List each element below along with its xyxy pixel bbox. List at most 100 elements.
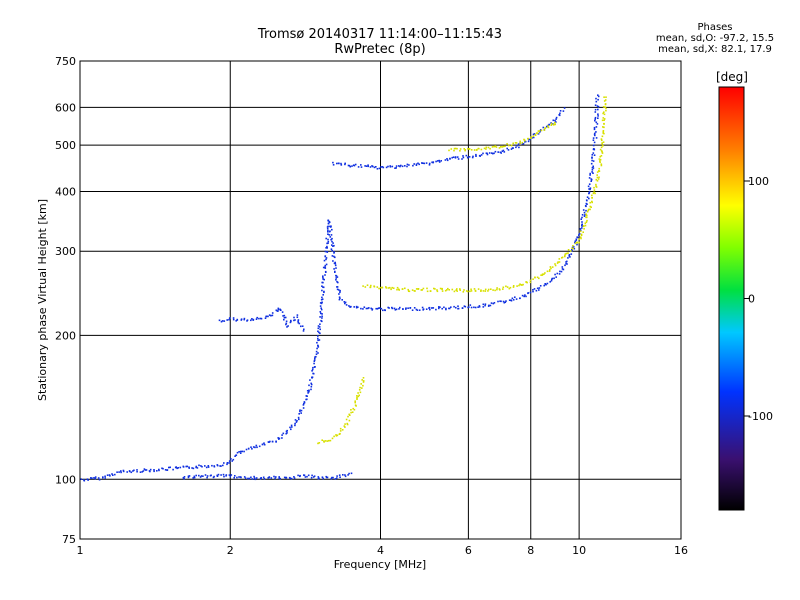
data-point — [603, 119, 605, 121]
data-point — [402, 308, 404, 310]
data-point — [98, 478, 101, 481]
data-point — [362, 377, 365, 379]
data-point — [321, 296, 323, 299]
data-point — [220, 465, 222, 467]
data-point — [354, 400, 356, 402]
data-point — [519, 140, 521, 143]
plot-frame — [79, 60, 682, 540]
data-point — [597, 178, 600, 180]
data-point — [478, 306, 481, 308]
data-point — [311, 376, 313, 379]
data-point — [584, 213, 586, 216]
data-point — [441, 287, 443, 290]
data-point — [199, 476, 202, 478]
data-point — [240, 319, 243, 321]
data-point — [299, 409, 301, 411]
data-point — [463, 305, 466, 307]
data-point — [346, 422, 348, 425]
data-point — [470, 306, 473, 309]
data-point — [348, 419, 351, 422]
data-point — [366, 284, 369, 286]
data-point — [602, 131, 604, 133]
data-point — [439, 287, 442, 290]
data-point — [383, 309, 386, 311]
data-point — [492, 289, 494, 291]
data-point — [603, 100, 606, 102]
data-point — [298, 418, 300, 421]
data-point — [324, 250, 327, 253]
data-point — [461, 158, 463, 160]
data-point — [405, 308, 407, 310]
data-points — [80, 94, 607, 482]
data-point — [519, 142, 521, 145]
data-point — [251, 318, 253, 320]
data-point — [200, 475, 203, 477]
data-point — [175, 466, 177, 468]
data-point — [506, 143, 508, 145]
data-point — [567, 249, 570, 251]
data-point — [260, 317, 263, 320]
data-point — [590, 206, 592, 208]
data-point — [323, 290, 325, 293]
data-point — [236, 318, 238, 321]
data-point — [407, 290, 410, 292]
data-point — [149, 470, 151, 473]
data-point — [435, 308, 437, 311]
data-point — [572, 247, 574, 250]
data-point — [364, 165, 366, 167]
data-point — [398, 289, 400, 291]
data-point — [522, 143, 525, 145]
data-point — [369, 166, 372, 168]
data-point — [315, 353, 318, 355]
data-point — [518, 146, 520, 149]
data-point — [601, 135, 604, 138]
data-point — [271, 314, 274, 317]
data-point — [491, 152, 493, 154]
data-point — [581, 224, 583, 226]
data-point — [499, 289, 501, 291]
data-point — [524, 294, 526, 296]
data-point — [464, 305, 467, 308]
data-point — [228, 460, 231, 462]
data-point — [436, 289, 438, 291]
data-point — [589, 188, 591, 191]
data-point — [264, 317, 267, 319]
data-point — [585, 213, 587, 215]
data-point — [497, 300, 499, 303]
data-point — [485, 146, 488, 149]
data-point — [328, 439, 330, 442]
data-point — [580, 237, 582, 240]
data-point — [330, 234, 333, 236]
data-point — [599, 161, 601, 163]
data-point — [289, 426, 291, 429]
data-point — [332, 476, 334, 479]
data-point — [575, 239, 578, 241]
data-point — [321, 285, 323, 287]
data-point — [322, 286, 324, 288]
data-point — [321, 439, 323, 441]
data-point — [334, 271, 336, 273]
data-point — [305, 395, 308, 397]
data-point — [550, 279, 553, 282]
data-point — [459, 288, 461, 290]
data-point — [440, 160, 442, 162]
data-point — [508, 144, 510, 147]
data-point — [387, 165, 389, 168]
data-point — [205, 466, 208, 469]
data-point — [600, 163, 603, 165]
data-point — [450, 306, 452, 308]
data-point — [271, 440, 274, 443]
data-point — [589, 208, 591, 211]
data-point — [299, 410, 301, 413]
data-point — [313, 360, 316, 362]
data-point — [335, 267, 337, 269]
data-point — [552, 124, 555, 126]
data-point — [484, 304, 486, 307]
data-point — [94, 477, 97, 480]
data-point — [381, 286, 384, 289]
data-point — [388, 307, 390, 309]
data-point — [86, 478, 89, 480]
data-point — [335, 275, 338, 277]
data-point — [527, 137, 529, 140]
data-point — [535, 289, 538, 292]
